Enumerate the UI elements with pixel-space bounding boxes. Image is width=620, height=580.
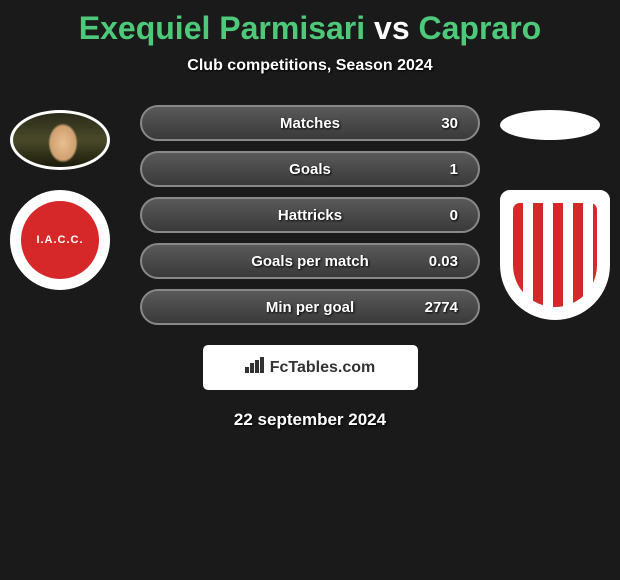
date-text: 22 september 2024 [0, 410, 620, 430]
stat-value: 0.03 [429, 253, 458, 270]
player2-avatar [500, 110, 600, 140]
stat-value: 1 [450, 161, 458, 178]
player1-avatar [10, 110, 110, 170]
stat-row-matches: - Matches 30 [140, 105, 480, 141]
player1-name: Exequiel Parmisari [79, 10, 365, 46]
stat-label: Matches [280, 115, 340, 132]
player-left-column: I.A.C.C. [10, 110, 110, 290]
stat-label: Hattricks [278, 207, 342, 224]
brand-text: FcTables.com [270, 359, 376, 377]
stat-label: Goals [289, 161, 331, 178]
stat-row-goals: - Goals 1 [140, 151, 480, 187]
vs-text: vs [374, 10, 410, 46]
player2-name: Capraro [419, 10, 542, 46]
club1-text: I.A.C.C. [36, 234, 83, 246]
player2-club-badge: CAB [500, 190, 610, 320]
stat-row-min-per-goal: - Min per goal 2774 [140, 289, 480, 325]
player-right-column: CAB [500, 110, 610, 320]
player1-club-badge: I.A.C.C. [10, 190, 110, 290]
stats-list: - Matches 30 - Goals 1 - Hattricks 0 - G… [140, 105, 480, 325]
stat-label: Goals per match [251, 253, 369, 270]
brand-badge: FcTables.com [203, 345, 418, 390]
stat-row-goals-per-match: - Goals per match 0.03 [140, 243, 480, 279]
stat-value: 2774 [425, 299, 458, 316]
badge-left-inner: I.A.C.C. [21, 201, 99, 279]
chart-icon [245, 357, 265, 378]
badge-right-stripes [513, 203, 597, 307]
stat-value: 30 [441, 115, 458, 132]
content-area: I.A.C.C. CAB - Matches 30 - Goals 1 [0, 105, 620, 430]
comparison-title: Exequiel Parmisari vs Capraro [0, 10, 620, 47]
infographic-container: Exequiel Parmisari vs Capraro Club compe… [0, 0, 620, 580]
stat-value: 0 [450, 207, 458, 224]
stat-row-hattricks: - Hattricks 0 [140, 197, 480, 233]
season-subtitle: Club competitions, Season 2024 [0, 57, 620, 75]
stat-label: Min per goal [266, 299, 354, 316]
